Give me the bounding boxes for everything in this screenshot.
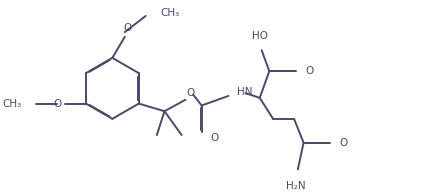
Text: O: O (210, 133, 218, 143)
Text: H₂N: H₂N (286, 181, 306, 191)
Text: HO: HO (252, 31, 268, 41)
Text: O: O (53, 98, 61, 109)
Text: O: O (123, 23, 132, 33)
Text: CH₃: CH₃ (3, 98, 22, 109)
Text: O: O (186, 88, 194, 98)
Text: O: O (340, 138, 348, 148)
Text: O: O (305, 66, 314, 76)
Text: CH₃: CH₃ (160, 8, 179, 18)
Text: HN: HN (237, 87, 252, 97)
